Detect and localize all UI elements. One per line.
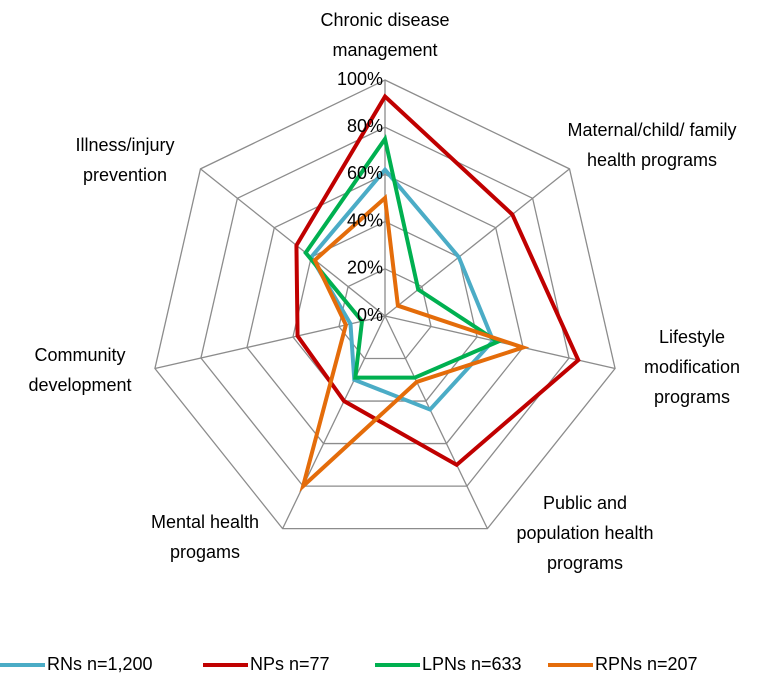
series-line (294, 93, 581, 468)
series-line (299, 193, 530, 493)
spoke (200, 168, 386, 317)
legend-label: RNs n=1,200 (47, 654, 153, 674)
spoke (384, 168, 570, 317)
category-label: Illness/injury prevention (75, 135, 175, 185)
spoke (282, 315, 386, 529)
grid-ring (246, 173, 524, 445)
grid-ring (292, 220, 478, 402)
category-label: Public and population health programs (516, 493, 654, 573)
legend-label: RPNs n=207 (595, 654, 698, 674)
grid-ring (200, 126, 570, 487)
legend-label: NPs n=77 (250, 654, 330, 674)
category-label: Community development (28, 345, 132, 395)
spoke (384, 315, 488, 529)
tick-label: 0% (357, 305, 383, 325)
category-label: Lifestyle modification programs (643, 327, 741, 407)
grid-ring (154, 79, 616, 530)
tick-label: 60% (347, 163, 383, 183)
tick-label: 20% (347, 258, 383, 278)
category-label: Mental health progams (150, 512, 260, 562)
tick-label: 40% (347, 210, 383, 230)
legend-label: LPNs n=633 (422, 654, 522, 674)
category-label: Chronic disease management (320, 10, 450, 60)
tick-label: 100% (337, 69, 383, 89)
category-label: Maternal/child/ family health programs (567, 120, 737, 170)
tick-label: 80% (347, 116, 383, 136)
